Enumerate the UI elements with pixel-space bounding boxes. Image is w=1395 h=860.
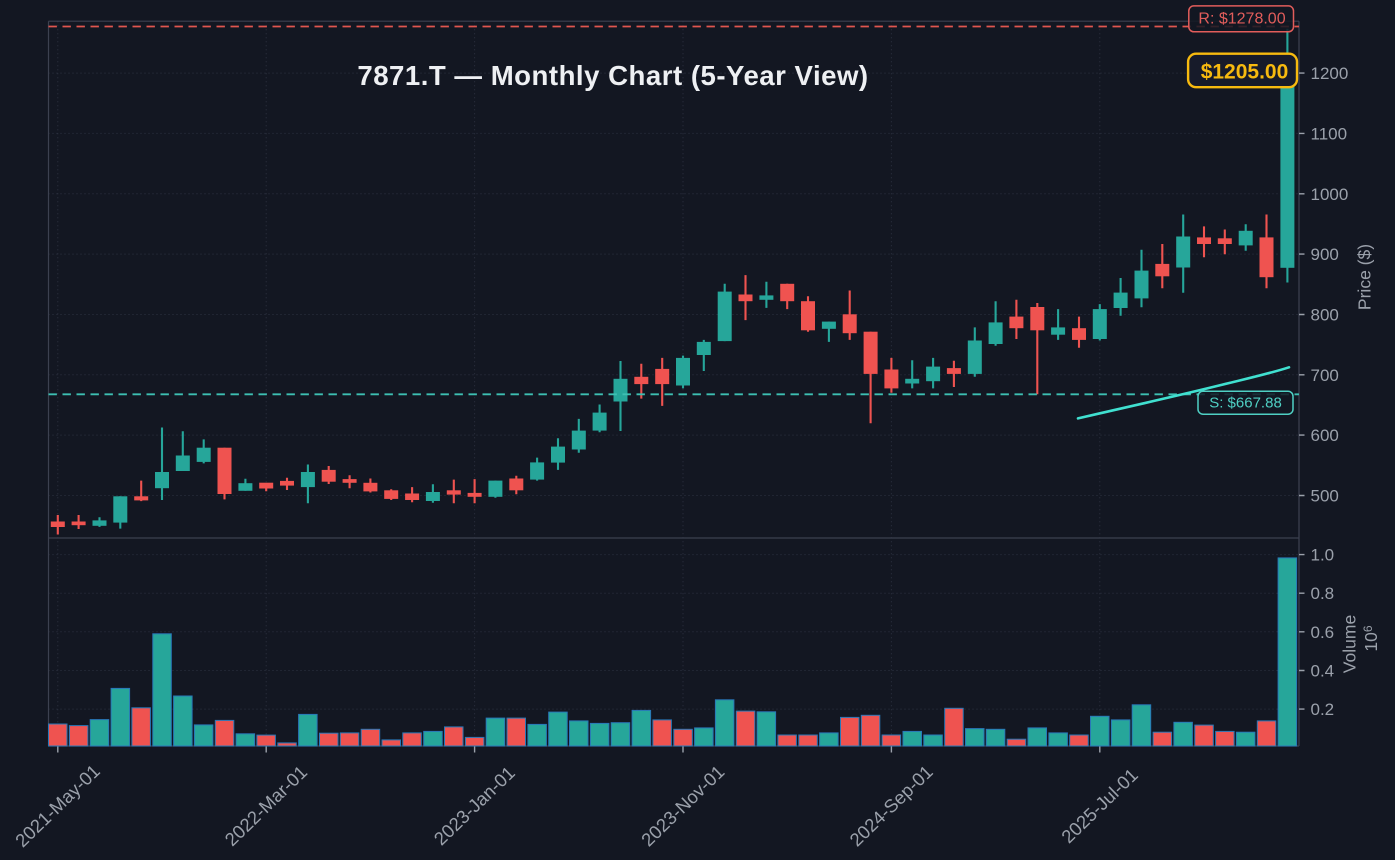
svg-text:500: 500: [1311, 487, 1339, 506]
svg-text:1.0: 1.0: [1311, 546, 1335, 565]
svg-text:Price ($): Price ($): [1355, 244, 1375, 310]
svg-text:$1205.00: $1205.00: [1201, 61, 1289, 84]
svg-text:1100: 1100: [1311, 124, 1348, 143]
svg-text:800: 800: [1311, 306, 1339, 325]
svg-text:7871.T — Monthly Chart (5-Year: 7871.T — Monthly Chart (5-Year View): [357, 60, 868, 91]
svg-text:1000: 1000: [1311, 185, 1349, 204]
svg-text:900: 900: [1311, 245, 1339, 264]
svg-text:1200: 1200: [1311, 64, 1349, 83]
svg-text:0.4: 0.4: [1311, 662, 1335, 681]
svg-text:0.8: 0.8: [1311, 584, 1335, 603]
svg-text:0.2: 0.2: [1311, 700, 1335, 719]
svg-text:600: 600: [1311, 426, 1339, 445]
svg-text:Volume: Volume: [1340, 615, 1360, 673]
svg-text:S: $667.88: S: $667.88: [1209, 395, 1282, 412]
svg-text:700: 700: [1311, 366, 1339, 385]
svg-text:R: $1278.00: R: $1278.00: [1198, 10, 1285, 27]
svg-text:0.6: 0.6: [1311, 623, 1335, 642]
